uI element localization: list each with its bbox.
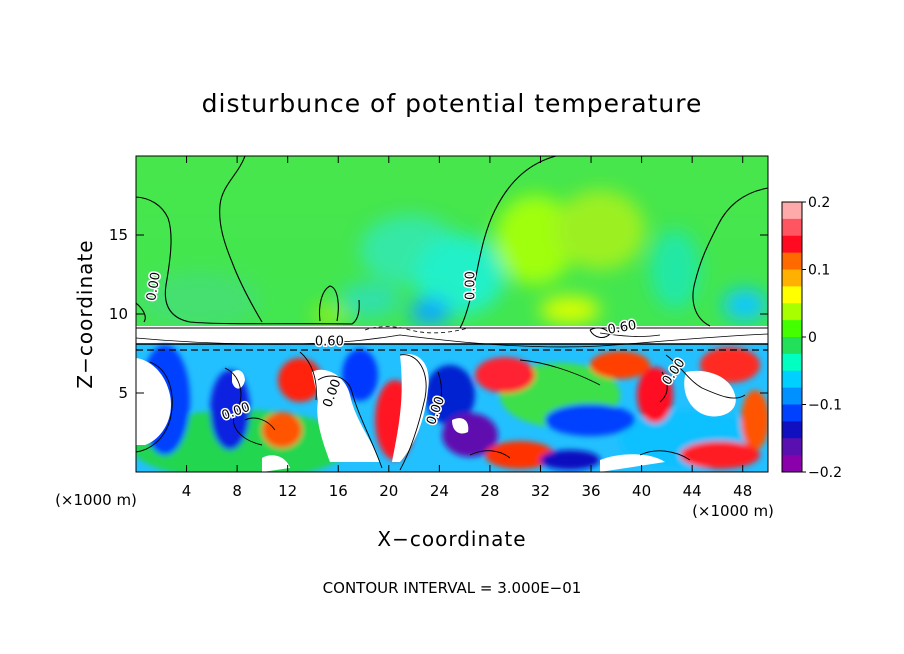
plot-area: 0.000.000.000.000.000.000.600.60 bbox=[136, 156, 768, 472]
y-axis-label: Z−coordinate bbox=[73, 239, 97, 388]
contour-label: 0.00 bbox=[144, 271, 164, 302]
chart-title: disturbunce of potential temperature bbox=[202, 89, 703, 118]
x-tick-label: 16 bbox=[329, 482, 348, 500]
colorbar-tick-label: 0.2 bbox=[808, 195, 830, 211]
colorbar-swatch bbox=[782, 269, 802, 287]
x-tick-label: 40 bbox=[632, 482, 651, 500]
colorbar-swatch bbox=[782, 320, 802, 338]
x-axis: 4 8 12 16 20 24 28 32 36 40 44 48 bbox=[182, 156, 752, 500]
x-tick-label: 28 bbox=[480, 482, 499, 500]
contour-label: 0.00 bbox=[464, 271, 479, 300]
colorbar-tick-label: −0.2 bbox=[808, 465, 842, 481]
colorbar-swatch bbox=[782, 202, 802, 220]
x-tick-label: 4 bbox=[182, 482, 192, 500]
colorbar-tick-label: −0.1 bbox=[808, 398, 842, 414]
colorbar-swatch bbox=[782, 387, 802, 405]
y-tick-label: 10 bbox=[109, 305, 128, 323]
x-unit-right: (×1000 m) bbox=[692, 502, 774, 520]
colorbar-swatch bbox=[782, 370, 802, 389]
colorbar-swatch bbox=[782, 235, 802, 254]
contour-label: 0.60 bbox=[315, 335, 344, 350]
colorbar-swatch bbox=[782, 438, 802, 456]
boundary-lines bbox=[136, 326, 768, 351]
contour-lines bbox=[136, 156, 768, 329]
colorbar-tick-label: 0.1 bbox=[808, 263, 830, 279]
colorbar-swatch bbox=[782, 218, 802, 237]
x-axis-label: X−coordinate bbox=[377, 527, 526, 551]
x-tick-label: 36 bbox=[581, 482, 600, 500]
colorbar-swatch bbox=[782, 303, 802, 321]
contour-label: 0.60 bbox=[606, 318, 637, 338]
contour-interval-note: CONTOUR INTERVAL = 3.000E−01 bbox=[323, 579, 582, 597]
x-tick-label: 32 bbox=[531, 482, 550, 500]
x-unit-left: (×1000 m) bbox=[55, 491, 137, 509]
x-tick-label: 8 bbox=[232, 482, 242, 500]
colorbar-swatch bbox=[782, 252, 802, 270]
x-tick-label: 20 bbox=[379, 482, 398, 500]
x-tick-label: 48 bbox=[733, 482, 752, 500]
y-tick-label: 15 bbox=[109, 226, 128, 244]
x-tick-label: 24 bbox=[430, 482, 449, 500]
lower-white-zones bbox=[136, 354, 736, 472]
lower-contours bbox=[136, 351, 746, 471]
colorbar-swatch bbox=[782, 455, 802, 473]
colorbar-swatch bbox=[782, 337, 802, 355]
x-tick-label: 12 bbox=[278, 482, 297, 500]
x-tick-label: 44 bbox=[683, 482, 702, 500]
colorbar-swatch bbox=[782, 353, 802, 372]
y-tick-label: 5 bbox=[118, 384, 128, 402]
colorbar-tick-label: 0 bbox=[808, 330, 817, 346]
y-axis: 5 10 15 bbox=[109, 226, 768, 402]
colorbar-swatch bbox=[782, 286, 802, 304]
upper-field bbox=[140, 190, 767, 328]
colorbar-swatch bbox=[782, 421, 802, 439]
colorbar: 0.2 0.1 0 −0.1 −0.2 bbox=[781, 195, 842, 481]
colorbar-swatch bbox=[782, 404, 802, 422]
